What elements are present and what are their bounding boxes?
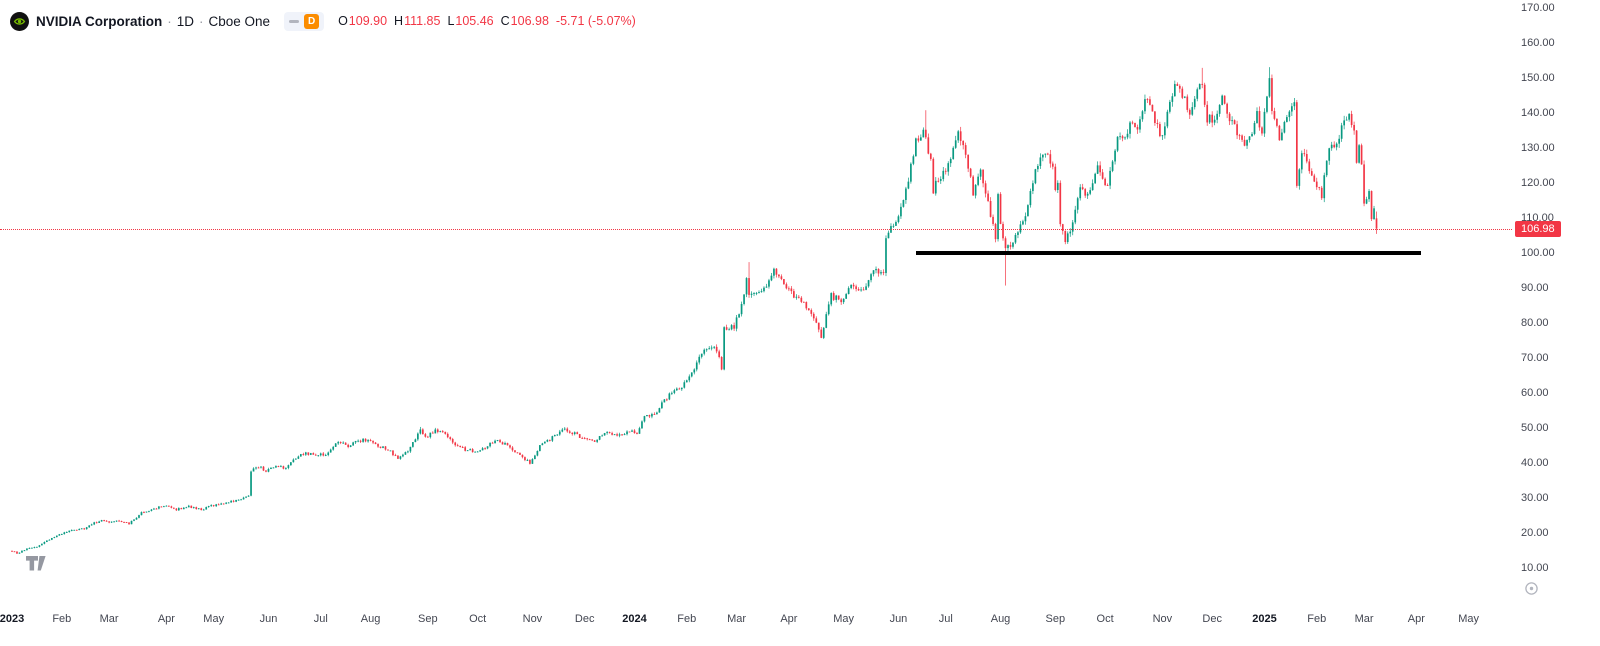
- price-axis[interactable]: 106.98 170.00 160.00 150.00 140.00 130.00 120…: [1512, 0, 1600, 603]
- ohlc-values: O109.90 H111.85 L105.46 C106.98 -5.71 (-…: [338, 14, 636, 28]
- legend-separator: ·: [199, 13, 204, 29]
- time-axis-label: Oct: [469, 613, 487, 625]
- symbol-title[interactable]: NVIDIA Corporation: [36, 13, 163, 29]
- price-axis-label: 130.00: [1521, 142, 1555, 154]
- time-axis-label: May: [203, 613, 225, 625]
- ohlc-high: H111.85: [394, 14, 441, 28]
- nvidia-logo-icon[interactable]: [10, 11, 29, 31]
- time-axis-label: Apr: [1407, 613, 1425, 625]
- time-axis-label: Nov: [522, 613, 543, 625]
- time-axis-label: May: [1458, 613, 1480, 625]
- time-axis-label: May: [833, 613, 855, 625]
- time-axis-label: Feb: [52, 613, 72, 625]
- ohlc-open: O109.90: [338, 14, 388, 28]
- interval-label[interactable]: 1D: [176, 13, 195, 29]
- time-axis-label: Oct: [1096, 613, 1114, 625]
- price-axis-label: 70.00: [1521, 352, 1549, 364]
- price-axis-label: 40.00: [1521, 457, 1549, 469]
- last-price-label: 106.98: [1515, 220, 1561, 237]
- price-axis-label: 100.00: [1521, 247, 1555, 259]
- exchange-label[interactable]: Cboe One: [208, 13, 271, 29]
- price-axis-label: 20.00: [1521, 527, 1549, 539]
- time-axis-label: Dec: [574, 613, 595, 625]
- time-axis-label: Mar: [727, 613, 747, 625]
- price-scale-settings-icon[interactable]: [1524, 581, 1539, 596]
- time-axis-label: Aug: [990, 613, 1011, 625]
- time-axis[interactable]: 2023 Feb Mar Apr May Jun Jul Aug Sep Oct Nov Dec 202…: [0, 603, 1600, 646]
- chart-legend: NVIDIA Corporation · 1D · Cboe One D O10…: [10, 10, 636, 32]
- time-axis-label: Jun: [889, 613, 908, 625]
- ohlc-low: L105.46: [447, 14, 494, 28]
- time-axis-label: 2023: [0, 613, 25, 625]
- change-value: -5.71 (-5.07%): [555, 14, 636, 28]
- price-axis-label: 150.00: [1521, 72, 1555, 84]
- delayed-data-badge[interactable]: D: [284, 11, 325, 31]
- price-axis-label: 10.00: [1521, 562, 1549, 574]
- tradingview-logo-icon[interactable]: [26, 556, 49, 571]
- price-axis-label: 60.00: [1521, 387, 1549, 399]
- chart-pane[interactable]: NVIDIA Corporation · 1D · Cboe One D O10…: [0, 0, 1512, 603]
- time-axis-label: Apr: [780, 613, 798, 625]
- delayed-badge-letter: D: [304, 13, 320, 29]
- price-axis-label: 160.00: [1521, 37, 1555, 49]
- time-axis-label: Feb: [1307, 613, 1327, 625]
- time-axis-label: Mar: [99, 613, 119, 625]
- time-axis-label: Nov: [1152, 613, 1173, 625]
- time-axis-label: Apr: [157, 613, 175, 625]
- legend-separator: ·: [167, 13, 172, 29]
- data-mode-icon: [289, 19, 300, 23]
- price-axis-label: 140.00: [1521, 107, 1555, 119]
- time-axis-label: Jul: [313, 613, 328, 625]
- price-axis-label: 50.00: [1521, 422, 1549, 434]
- time-axis-label: Sep: [418, 613, 438, 625]
- time-axis-label: Jun: [259, 613, 278, 625]
- time-axis-label: Jul: [938, 613, 953, 625]
- price-axis-label: 90.00: [1521, 282, 1549, 294]
- price-axis-label: 80.00: [1521, 317, 1549, 329]
- time-axis-label: Feb: [677, 613, 697, 625]
- candlestick-canvas[interactable]: [0, 0, 1512, 603]
- time-axis-label: Aug: [360, 613, 381, 625]
- ohlc-close: C106.98: [500, 14, 549, 28]
- price-axis-label: 30.00: [1521, 492, 1549, 504]
- last-price-line: [0, 228, 1512, 230]
- time-axis-label: Sep: [1045, 613, 1066, 625]
- horizontal-trendline-drawing[interactable]: [915, 251, 1422, 255]
- time-axis-label: 2025: [1252, 613, 1277, 625]
- time-axis-label: Mar: [1354, 613, 1374, 625]
- price-axis-label: 120.00: [1521, 177, 1555, 189]
- time-axis-label: 2024: [622, 613, 647, 625]
- time-axis-label: Dec: [1202, 613, 1222, 625]
- price-axis-label: 170.00: [1521, 2, 1555, 14]
